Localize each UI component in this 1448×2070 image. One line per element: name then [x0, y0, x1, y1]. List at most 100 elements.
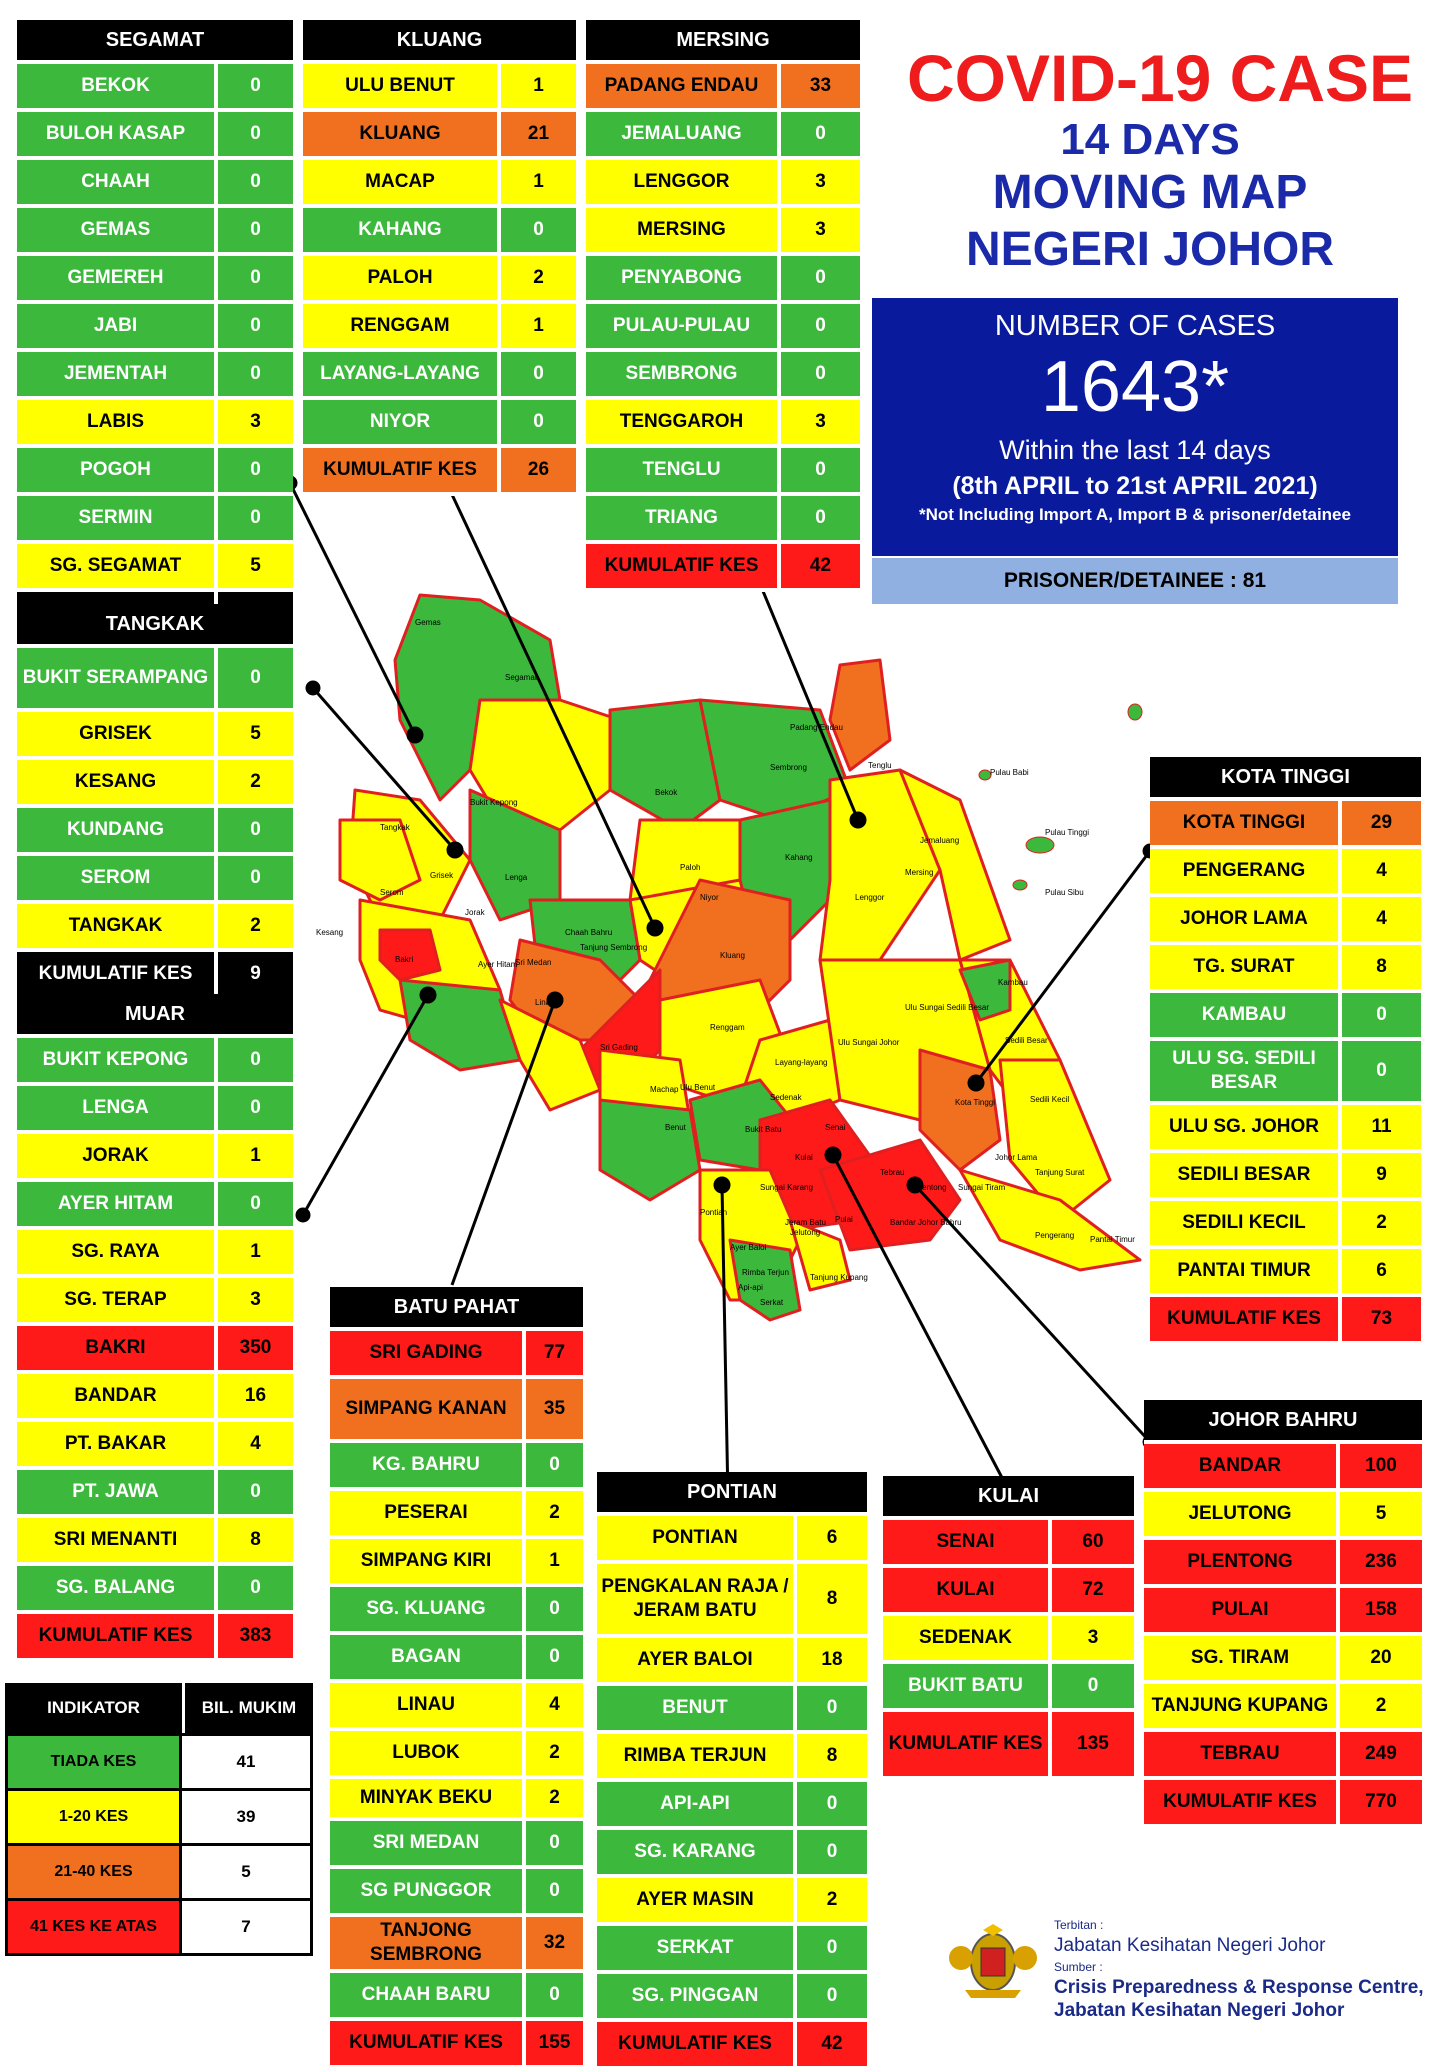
- mukim-row: ULU BENUT 1: [303, 64, 576, 112]
- mukim-name: SG. KARANG: [597, 1830, 797, 1874]
- legend: INDIKATOR BIL. MUKIM TIADA KES 41 1-20 KES…: [5, 1683, 313, 1956]
- mukim-name: PLENTONG: [1144, 1540, 1340, 1584]
- mukim-name: TEBRAU: [1144, 1732, 1340, 1776]
- mukim-name: MERSING: [586, 208, 781, 252]
- mukim-row: PULAI 158: [1144, 1588, 1422, 1636]
- district-header: TANGKAK: [17, 604, 293, 648]
- mukim-row: LUBOK 2: [330, 1731, 583, 1779]
- mukim-count: 26: [501, 448, 576, 492]
- mukim-name: JABI: [17, 304, 218, 348]
- map-label: Tebrau: [880, 1168, 904, 1177]
- legend-indicator: 21-40 KES: [5, 1846, 182, 1898]
- mukim-name: MACAP: [303, 160, 501, 204]
- mukim-name: RIMBA TERJUN: [597, 1734, 797, 1778]
- map-label: Ulu Sungai Sedili Besar: [905, 1003, 989, 1012]
- mukim-count: 0: [797, 1830, 867, 1874]
- mukim-count: 3: [218, 1278, 293, 1322]
- mukim-row: CHAAH 0: [17, 160, 293, 208]
- mukim-name: AYER BALOI: [597, 1638, 797, 1682]
- mukim-name: BEKOK: [17, 64, 218, 108]
- mukim-name: PT. BAKAR: [17, 1422, 218, 1466]
- mukim-row: PLENTONG 236: [1144, 1540, 1422, 1588]
- mukim-count: 0: [526, 1443, 583, 1487]
- mukim-row: PULAU-PULAU 0: [586, 304, 860, 352]
- mukim-row: PANTAI TIMUR 6: [1150, 1249, 1421, 1297]
- footer-sumber1: Crisis Preparedness & Response Centre,: [1054, 1977, 1424, 1998]
- mukim-name: KUMULATIF KES: [597, 2022, 797, 2066]
- mukim-row: PADANG ENDAU 33: [586, 64, 860, 112]
- mukim-name: AYER HITAM: [17, 1182, 218, 1226]
- legend-row: 21-40 KES 5: [5, 1843, 313, 1898]
- summary-label: NUMBER OF CASES: [994, 310, 1276, 342]
- mukim-count: 0: [781, 496, 860, 540]
- mukim-count: 0: [526, 1821, 583, 1865]
- mukim-name: PENGKALAN RAJA / JERAM BATU: [597, 1564, 797, 1634]
- mukim-name: PENYABONG: [586, 256, 781, 300]
- mukim-row: BUKIT SERAMPANG 0: [17, 648, 293, 712]
- legend-count: 7: [182, 1901, 313, 1953]
- mukim-row: NIYOR 0: [303, 400, 576, 448]
- district-table-kulai: KULAI SENAI 60 KULAI 72 SEDENAK 3 BUKIT BATU 0 KU…: [883, 1476, 1134, 1780]
- mukim-count: 0: [797, 1926, 867, 1970]
- mukim-name: KUMULATIF KES: [17, 1614, 218, 1658]
- mukim-row: SRI MEDAN 0: [330, 1821, 583, 1869]
- mukim-name: LUBOK: [330, 1731, 526, 1775]
- legend-indicator: 1-20 KES: [5, 1791, 182, 1843]
- map-region-bekok: [608, 698, 722, 832]
- map-region-muar-south: [398, 978, 522, 1072]
- footer-sumber2: Jabatan Kesihatan Negeri Johor: [1054, 2000, 1345, 2021]
- district-header: KULAI: [883, 1476, 1134, 1520]
- map-region-padang-endau: [828, 658, 892, 772]
- island-pulau-sibu: [1012, 879, 1028, 891]
- mukim-name: SG. KLUANG: [330, 1587, 526, 1631]
- map-label: Jorak: [465, 908, 486, 917]
- mukim-row: ULU SG. JOHOR 11: [1150, 1105, 1421, 1153]
- mukim-row: KAMBAU 0: [1150, 993, 1421, 1041]
- mukim-row: SEDILI KECIL 2: [1150, 1201, 1421, 1249]
- mukim-name: KESANG: [17, 760, 218, 804]
- legend-row: 1-20 KES 39: [5, 1788, 313, 1843]
- district-table-johor-bahru: JOHOR BAHRU BANDAR 100 JELUTONG 5 PLENTONG 236…: [1144, 1400, 1422, 1828]
- map-region-tangkak: [338, 818, 422, 902]
- mukim-row: TANJUNG KUPANG 2: [1144, 1684, 1422, 1732]
- map-label: Rimba Terjun: [742, 1268, 789, 1277]
- mukim-count: 0: [218, 648, 293, 708]
- mukim-count: 5: [218, 544, 293, 588]
- island-pulau-tinggi: [1025, 836, 1055, 854]
- mukim-name: KUNDANG: [17, 808, 218, 852]
- mukim-count: 0: [218, 856, 293, 900]
- map-label: Plentong: [915, 1183, 947, 1192]
- mukim-count: 8: [797, 1734, 867, 1778]
- mukim-row: PENGKALAN RAJA / JERAM BATU 8: [597, 1564, 867, 1638]
- mukim-name: SENAI: [883, 1520, 1052, 1564]
- mukim-name: JORAK: [17, 1134, 218, 1178]
- mukim-row: BANDAR 100: [1144, 1444, 1422, 1492]
- mukim-name: BAGAN: [330, 1635, 526, 1679]
- mukim-count: 60: [1052, 1520, 1134, 1564]
- mukim-row: SENAI 60: [883, 1520, 1134, 1568]
- mukim-name: NIYOR: [303, 400, 501, 444]
- footer-sumber-label: Sumber :: [1054, 1960, 1103, 1974]
- mukim-row: MERSING 3: [586, 208, 860, 256]
- map-label: Lenggor: [855, 893, 885, 902]
- mukim-count: 33: [781, 64, 860, 108]
- mukim-row: KOTA TINGGI 29: [1150, 801, 1421, 849]
- mukim-row: KUMULATIF KES 9: [17, 952, 293, 1000]
- island-babi: [978, 769, 992, 781]
- map-label: Pulai: [835, 1215, 853, 1224]
- mukim-count: 11: [1342, 1105, 1421, 1149]
- mukim-row: JELUTONG 5: [1144, 1492, 1422, 1540]
- map-region-pengerang: [958, 1168, 1142, 1272]
- mukim-count: 8: [797, 1564, 867, 1634]
- mukim-count: 383: [218, 1614, 293, 1658]
- map-label: Ulu Benut: [680, 1083, 716, 1092]
- legend-row: TIADA KES 41: [5, 1733, 313, 1788]
- map-label: Ayer Baloi: [730, 1243, 767, 1252]
- mukim-name: SERKAT: [597, 1926, 797, 1970]
- map-label: Bandar Johor Bahru: [890, 1218, 962, 1227]
- mukim-count: 3: [781, 400, 860, 444]
- mukim-row: JEMALUANG 0: [586, 112, 860, 160]
- map-label: Bekok: [655, 788, 678, 797]
- mukim-row: API-API 0: [597, 1782, 867, 1830]
